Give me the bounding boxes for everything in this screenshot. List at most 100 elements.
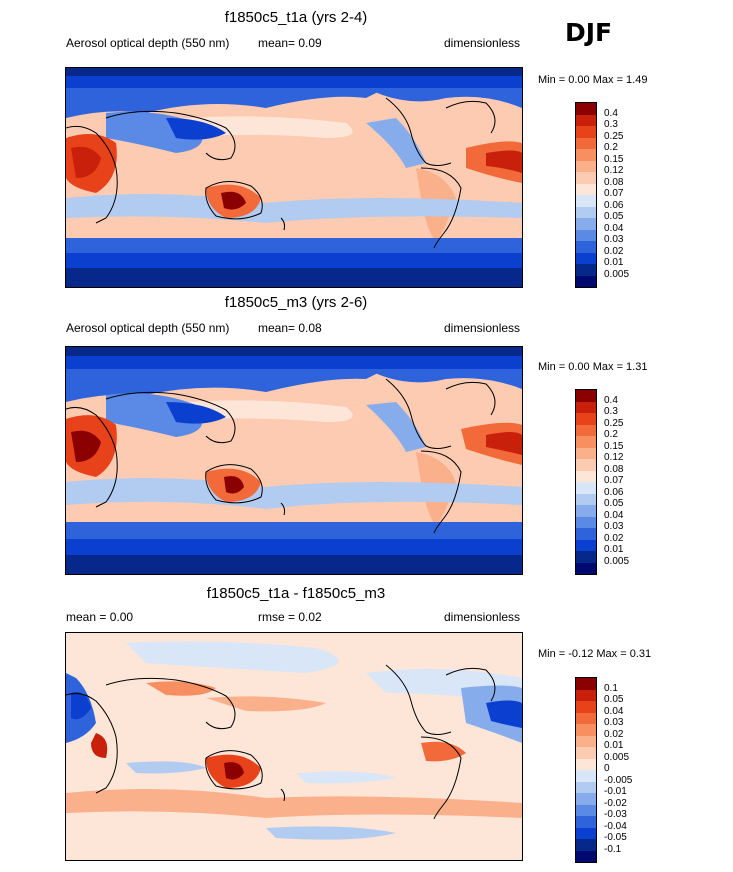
colorbar-swatch	[576, 424, 596, 436]
season-label: DJF	[565, 18, 613, 47]
colorbar-tick-label: 0.4	[604, 107, 618, 119]
panel-1-colorbar	[575, 102, 597, 288]
colorbar-swatch	[576, 183, 596, 195]
panel-3-map-field	[66, 633, 522, 860]
colorbar-swatch	[576, 447, 596, 459]
colorbar-swatch	[576, 160, 596, 172]
colorbar-tick-label: 0.12	[604, 452, 624, 463]
colorbar-tick-label: -0.03	[604, 809, 627, 820]
colorbar-tick-label: 0.12	[604, 165, 624, 176]
colorbar-swatch	[576, 781, 596, 793]
colorbar-swatch	[576, 793, 596, 805]
colorbar-swatch	[576, 758, 596, 770]
colorbar-swatch	[576, 539, 596, 551]
colorbar-tick-label: 0.03	[604, 521, 624, 532]
colorbar-tick-label: 0.05	[604, 694, 624, 705]
colorbar-swatch	[576, 241, 596, 253]
colorbar-tick-label: 0.08	[604, 463, 624, 475]
colorbar-swatch	[576, 390, 596, 402]
panel-1-title: f1850c5_t1a (yrs 2-4)	[224, 9, 368, 26]
colorbar-tick-label: 0.25	[604, 130, 624, 142]
panel-1-mean-label: mean= 0.09	[258, 36, 322, 50]
colorbar-swatch	[576, 413, 596, 425]
colorbar-swatch	[576, 505, 596, 517]
colorbar-tick-label: 0.3	[604, 119, 618, 130]
colorbar-swatch	[576, 689, 596, 701]
colorbar-tick-label: -0.1	[604, 843, 622, 855]
colorbar-swatch	[576, 551, 596, 563]
colorbar-swatch	[576, 724, 596, 736]
colorbar-tick-label: 0.15	[604, 153, 624, 165]
colorbar-swatch	[576, 516, 596, 528]
colorbar-swatch	[576, 839, 596, 851]
colorbar-tick-label: -0.01	[604, 786, 627, 797]
panel-3-mean-label: mean = 0.00	[66, 610, 134, 624]
colorbar-tick-label: 0.07	[604, 475, 624, 486]
colorbar-swatch	[576, 195, 596, 207]
colorbar-tick-label: 0.02	[604, 728, 624, 740]
colorbar-tick-label: 0.03	[604, 234, 624, 245]
colorbar-swatch	[576, 218, 596, 230]
panel-2-map-field	[66, 347, 522, 574]
colorbar-tick-label: -0.02	[604, 797, 627, 809]
colorbar-tick-label: 0.4	[604, 394, 618, 406]
colorbar-tick-label: 0.005	[604, 555, 630, 567]
colorbar-swatch	[576, 149, 596, 161]
colorbar-tick-label: 0.005	[604, 268, 630, 280]
colorbar-swatch	[576, 459, 596, 471]
colorbar-tick-label: 0.01	[604, 257, 624, 268]
colorbar-swatch	[576, 827, 596, 839]
panel-2-units-label: dimensionless	[444, 321, 521, 335]
colorbar-tick-label: 0.01	[604, 740, 624, 751]
colorbar-tick-label: 0.06	[604, 199, 624, 211]
colorbar-tick-label: 0.02	[604, 532, 624, 544]
colorbar-tick-label: 0.3	[604, 406, 618, 417]
panel-1-minmax: Min = 0.00 Max = 1.49	[538, 74, 648, 86]
colorbar-tick-label: 0.005	[604, 751, 630, 763]
colorbar-tick-label: 0.02	[604, 245, 624, 257]
colorbar-tick-label: 0.07	[604, 188, 624, 199]
colorbar-swatch	[576, 252, 596, 264]
panel-2-minmax: Min = 0.00 Max = 1.31	[538, 361, 648, 373]
colorbar-tick-label: 0	[604, 763, 610, 774]
colorbar-swatch	[576, 275, 596, 287]
panel-2-mean-label: mean= 0.08	[258, 321, 322, 335]
colorbar-tick-label: 0.05	[604, 498, 624, 509]
panel-3-colorbar	[575, 677, 597, 863]
colorbar-swatch	[576, 401, 596, 413]
colorbar-swatch	[576, 436, 596, 448]
panel-1-units-label: dimensionless	[444, 36, 521, 50]
colorbar-swatch	[576, 528, 596, 540]
colorbar-swatch	[576, 712, 596, 724]
colorbar-tick-label: -0.04	[604, 820, 627, 832]
panel-2-colorbar	[575, 389, 597, 575]
panel-3-rmse-label: rmse = 0.02	[258, 610, 322, 624]
panel-3-units-label: dimensionless	[444, 610, 521, 624]
colorbar-swatch	[576, 850, 596, 862]
panel-1-map-field	[66, 68, 522, 287]
colorbar-tick-label: 0.04	[604, 705, 624, 717]
colorbar-tick-label: 0.2	[604, 142, 618, 153]
colorbar-swatch	[576, 126, 596, 138]
colorbar-tick-label: 0.04	[604, 509, 624, 521]
panel-2-variable-label: Aerosol optical depth (550 nm)	[66, 321, 230, 335]
colorbar-tick-label: 0.1	[604, 682, 618, 694]
colorbar-swatch	[576, 264, 596, 276]
colorbar-tick-label: 0.25	[604, 417, 624, 429]
colorbar-swatch	[576, 735, 596, 747]
colorbar-swatch	[576, 493, 596, 505]
colorbar-swatch	[576, 747, 596, 759]
colorbar-swatch	[576, 562, 596, 574]
colorbar-tick-label: 0.05	[604, 211, 624, 222]
colorbar-tick-label: 0.04	[604, 222, 624, 234]
colorbar-tick-label: 0.15	[604, 440, 624, 452]
colorbar-swatch	[576, 482, 596, 494]
colorbar-tick-label: 0.06	[604, 486, 624, 498]
colorbar-swatch	[576, 114, 596, 126]
colorbar-swatch	[576, 470, 596, 482]
panel-2-title: f1850c5_m3 (yrs 2-6)	[224, 294, 368, 311]
colorbar-tick-label: 0.08	[604, 176, 624, 188]
colorbar-swatch	[576, 678, 596, 690]
colorbar-swatch	[576, 172, 596, 184]
panel-3-title: f1850c5_t1a - f1850c5_m3	[206, 585, 386, 602]
